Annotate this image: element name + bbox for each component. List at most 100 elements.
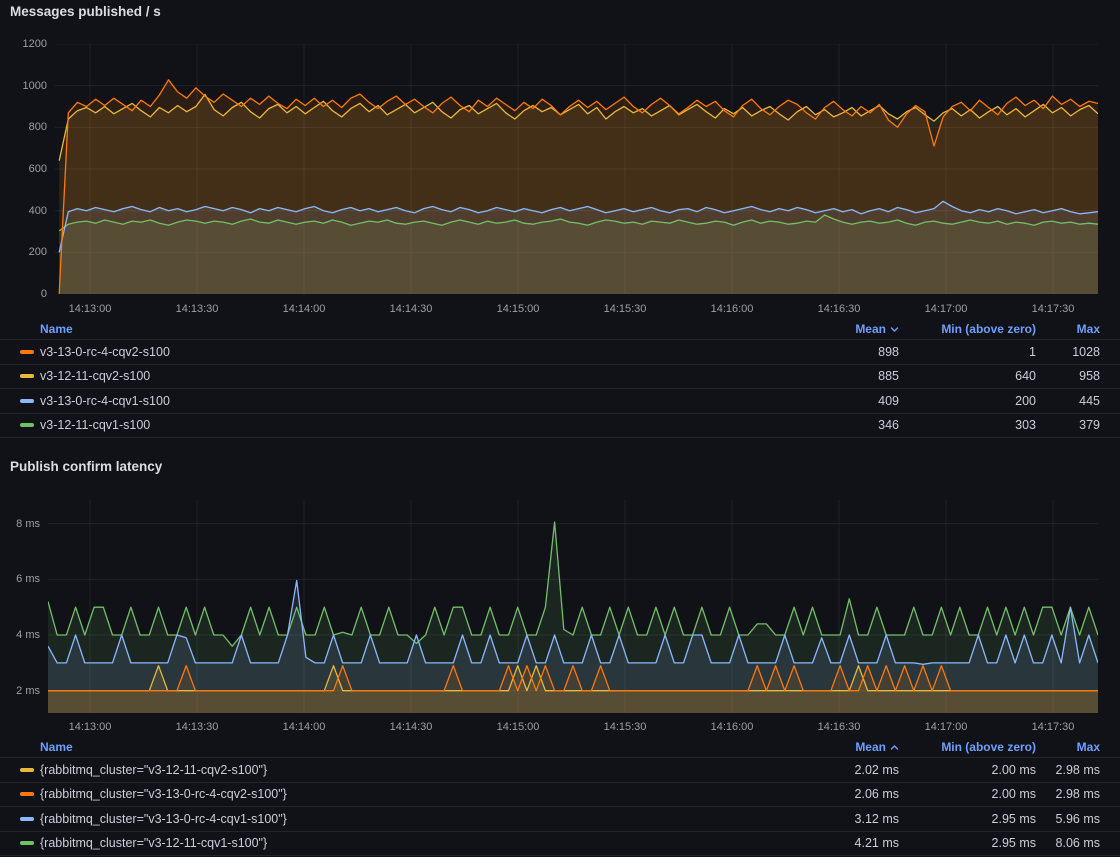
- legend-table: NameMeanMin (above zero)Max{rabbitmq_clu…: [0, 737, 1120, 856]
- legend-mean-value: 4.21 ms: [855, 832, 899, 856]
- legend-table: Name Mean Min (above zero) Max v3-13-0-rc-4-…: [0, 319, 1120, 438]
- legend-min-value: 200: [1015, 389, 1036, 413]
- y-axis-tick-label: 6 ms: [0, 572, 40, 586]
- x-axis-tick-label: 14:14:30: [369, 302, 453, 316]
- legend-header-max[interactable]: Max: [1077, 737, 1100, 757]
- x-axis-tick-label: 14:13:30: [155, 720, 239, 734]
- legend-header-row: Name Mean Min (above zero) Max: [0, 737, 1120, 757]
- x-axis-tick-label: 14:16:00: [690, 302, 774, 316]
- y-axis-tick-label: 600: [0, 162, 47, 176]
- series-color-swatch[interactable]: [20, 350, 34, 354]
- x-axis-tick-label: 14:16:00: [690, 720, 774, 734]
- legend-min-value: 303: [1015, 414, 1036, 438]
- legend-max-value: 958: [1079, 365, 1100, 389]
- y-axis-tick-label: 1000: [0, 79, 47, 93]
- legend-series-name[interactable]: {rabbitmq_cluster="v3-12-11-cqv1-s100"}: [40, 832, 267, 856]
- panel-title: Publish confirm latency: [10, 459, 162, 474]
- x-axis-tick-label: 14:16:30: [797, 720, 881, 734]
- series-color-swatch[interactable]: [20, 374, 34, 378]
- legend-series-name[interactable]: v3-13-0-rc-4-cqv2-s100: [40, 340, 170, 364]
- panel-messages-published: Messages published / s 0 200 400 600 800 1000…: [0, 0, 1120, 440]
- legend-min-value: 2.00 ms: [992, 758, 1036, 782]
- legend-series-name[interactable]: v3-13-0-rc-4-cqv1-s100: [40, 389, 170, 413]
- legend-max-value: 2.98 ms: [1056, 783, 1100, 807]
- legend-row: {rabbitmq_cluster="v3-13-0-rc-4-cqv1-s10…: [0, 806, 1120, 831]
- x-axis-tick-label: 14:13:00: [48, 720, 132, 734]
- x-axis-tick-label: 14:15:30: [583, 720, 667, 734]
- y-axis-tick-label: 1200: [0, 37, 47, 51]
- panel-title: Messages published / s: [10, 4, 161, 19]
- messages-published-plot[interactable]: [55, 44, 1098, 294]
- y-axis-tick-label: 0: [0, 287, 47, 301]
- legend-header-name[interactable]: Name: [40, 737, 73, 757]
- x-axis-tick-label: 14:17:30: [1011, 720, 1095, 734]
- x-axis-tick-label: 14:16:30: [797, 302, 881, 316]
- series-color-swatch[interactable]: [20, 399, 34, 403]
- x-axis-tick-label: 14:13:00: [48, 302, 132, 316]
- legend-header-min[interactable]: Min (above zero): [941, 319, 1036, 339]
- legend-max-value: 1028: [1072, 340, 1100, 364]
- legend-row: v3-13-0-rc-4-cqv1-s100 409 200 445: [0, 388, 1120, 413]
- x-axis-tick-label: 14:17:30: [1011, 302, 1095, 316]
- chart-canvas: [48, 500, 1098, 713]
- series-color-swatch[interactable]: [20, 817, 34, 821]
- legend-max-value: 5.96 ms: [1056, 807, 1100, 831]
- sort-desc-icon: [890, 325, 899, 334]
- x-axis-tick-label: 14:17:00: [904, 302, 988, 316]
- legend-min-value: 1: [1029, 340, 1036, 364]
- legend-mean-value: 346: [878, 414, 899, 438]
- legend-max-value: 8.06 ms: [1056, 832, 1100, 856]
- legend-max-value: 445: [1079, 389, 1100, 413]
- legend-series-name[interactable]: {rabbitmq_cluster="v3-13-0-rc-4-cqv2-s10…: [40, 783, 287, 807]
- legend-row: v3-12-11-cqv1-s100 346 303 379: [0, 413, 1120, 439]
- legend-row: {rabbitmq_cluster="v3-13-0-rc-4-cqv2-s10…: [0, 782, 1120, 807]
- x-axis-tick-label: 14:17:00: [904, 720, 988, 734]
- y-axis-tick-label: 800: [0, 120, 47, 134]
- series-color-swatch[interactable]: [20, 792, 34, 796]
- legend-series-name[interactable]: {rabbitmq_cluster="v3-12-11-cqv2-s100"}: [40, 758, 267, 782]
- legend-header-mean[interactable]: Mean: [855, 737, 899, 757]
- legend-min-value: 640: [1015, 365, 1036, 389]
- legend-max-value: 379: [1079, 414, 1100, 438]
- series-color-swatch[interactable]: [20, 423, 34, 427]
- y-axis-tick-label: 8 ms: [0, 517, 40, 531]
- legend-row: v3-13-0-rc-4-cqv2-s10089811028: [0, 339, 1120, 364]
- legend-max-value: 2.98 ms: [1056, 758, 1100, 782]
- x-axis-tick-label: 14:14:30: [369, 720, 453, 734]
- y-axis-tick-label: 4 ms: [0, 628, 40, 642]
- publish-confirm-latency-plot[interactable]: [48, 500, 1098, 713]
- legend-mean-value: 3.12 ms: [855, 807, 899, 831]
- legend-header-min[interactable]: Min (above zero): [941, 737, 1036, 757]
- x-axis-tick-label: 14:14:00: [262, 302, 346, 316]
- y-axis-tick-label: 400: [0, 204, 47, 218]
- legend-header-mean[interactable]: Mean: [855, 319, 899, 339]
- legend-header-name[interactable]: Name: [40, 319, 73, 339]
- sort-asc-icon: [890, 743, 899, 752]
- legend-row: v3-12-11-cqv2-s100 885 640 958: [0, 364, 1120, 389]
- legend-min-value: 2.00 ms: [992, 783, 1036, 807]
- x-axis-tick-label: 14:14:00: [262, 720, 346, 734]
- x-axis-tick-label: 14:15:00: [476, 720, 560, 734]
- legend-series-name[interactable]: v3-12-11-cqv1-s100: [40, 414, 150, 438]
- grafana-dashboard: Messages published / s 0 200 400 600 800 1000…: [0, 0, 1120, 857]
- legend-mean-value: 409: [878, 389, 899, 413]
- legend-mean-value: 2.06 ms: [855, 783, 899, 807]
- chart-canvas: [55, 44, 1098, 294]
- legend-row: {rabbitmq_cluster="v3-12-11-cqv1-s100"} 4…: [0, 831, 1120, 857]
- legend-header-max[interactable]: Max: [1077, 319, 1100, 339]
- legend-header-row: Name Mean Min (above zero) Max: [0, 319, 1120, 339]
- legend-min-value: 2.95 ms: [992, 832, 1036, 856]
- legend-row: {rabbitmq_cluster="v3-12-11-cqv2-s100"} 2…: [0, 757, 1120, 782]
- legend-mean-value: 885: [878, 365, 899, 389]
- y-axis-tick-label: 2 ms: [0, 684, 40, 698]
- series-color-swatch[interactable]: [20, 841, 34, 845]
- series-color-swatch[interactable]: [20, 768, 34, 772]
- panel-publish-confirm-latency: Publish confirm latency 2 ms 4 ms 6 ms 8 ms…: [0, 455, 1120, 857]
- legend-series-name[interactable]: {rabbitmq_cluster="v3-13-0-rc-4-cqv1-s10…: [40, 807, 287, 831]
- x-axis-tick-label: 14:15:00: [476, 302, 560, 316]
- x-axis-tick-label: 14:13:30: [155, 302, 239, 316]
- legend-series-name[interactable]: v3-12-11-cqv2-s100: [40, 365, 150, 389]
- legend-min-value: 2.95 ms: [992, 807, 1036, 831]
- x-axis-tick-label: 14:15:30: [583, 302, 667, 316]
- y-axis-tick-label: 200: [0, 245, 47, 259]
